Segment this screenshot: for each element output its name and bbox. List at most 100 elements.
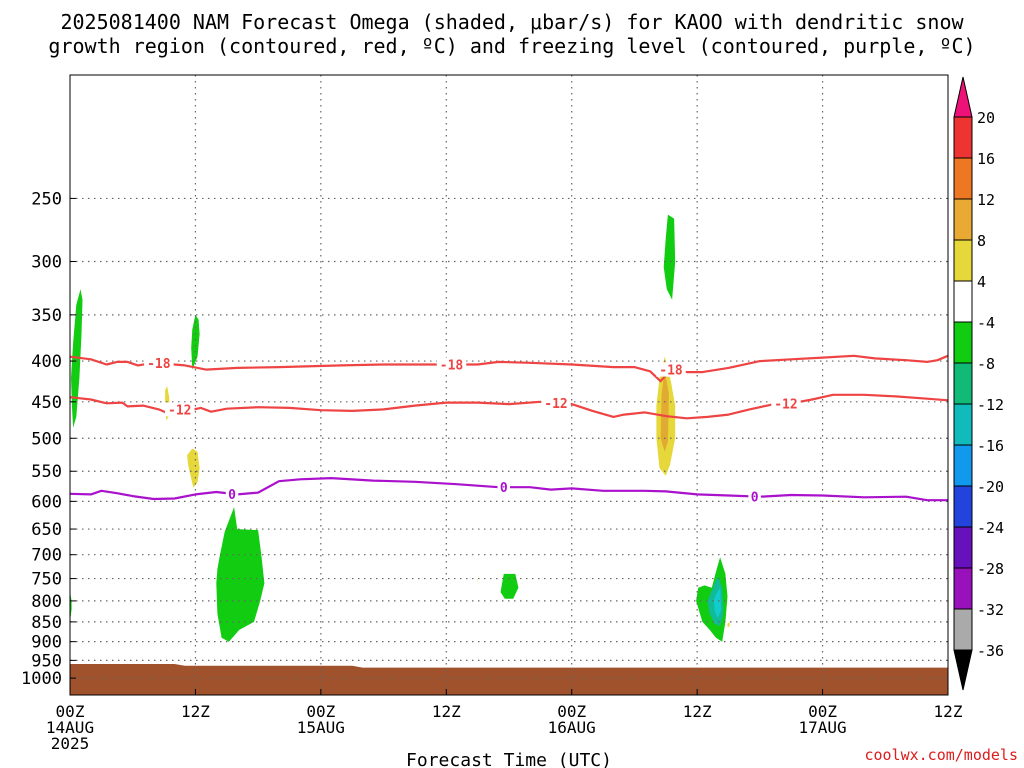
colorbar-box — [953, 280, 973, 323]
x-tick-label: 16AUG — [548, 718, 596, 737]
contour-line--12 — [70, 393, 948, 420]
contour-label-bg — [656, 362, 686, 377]
y-tick-label: 600 — [31, 492, 62, 512]
omega-region-yellow — [727, 621, 730, 627]
y-tick-label: 450 — [31, 393, 62, 413]
x-tick-label: 00Z — [56, 702, 85, 721]
y-tick-label: 550 — [31, 462, 62, 482]
contour-line--18 — [70, 354, 948, 383]
colorbar-label: 16 — [977, 150, 995, 168]
colorbar-label: -32 — [977, 601, 1004, 619]
y-tick-label: 400 — [31, 352, 62, 372]
contour-label--18: -18 — [659, 364, 683, 379]
colorbar-box — [953, 157, 973, 200]
contour-label--12: -12 — [168, 403, 191, 418]
contour-label-bg — [165, 402, 195, 417]
colorbar-top-arrow — [953, 76, 973, 118]
omega-region-cyan — [713, 587, 722, 618]
temperature-contours: -18 -18 -18 -12 -12 -12 0 0 0 — [70, 354, 948, 506]
omega-region-green — [70, 594, 72, 618]
x-tick-label: 2025 — [51, 734, 90, 753]
omega-region-green — [500, 573, 519, 599]
omega-colorbar: 20 16 12 8 4 -4 -8 -12 -16 -20 -24 -28 -32 -36 — [953, 76, 1004, 691]
omega-region-green — [663, 214, 676, 300]
colorbar-box — [953, 444, 973, 487]
x-tick-label: 17AUG — [798, 718, 846, 737]
y-tick-label: 850 — [31, 613, 62, 633]
grid-lines — [70, 75, 948, 695]
source-credit: coolwx.com/models — [864, 746, 1018, 764]
colorbar-label: -24 — [977, 519, 1004, 537]
contour-label-bg — [144, 356, 174, 371]
colorbar-box — [953, 362, 973, 405]
y-tick-label: 650 — [31, 520, 62, 540]
contour-label-bg — [225, 486, 239, 501]
colorbar-box — [953, 321, 973, 364]
y-tick-label: 1000 — [21, 669, 62, 689]
y-tick-label: 900 — [31, 633, 62, 653]
colorbar-label: -12 — [977, 396, 1004, 414]
contour-label-bg — [748, 489, 761, 504]
omega-shading — [70, 214, 730, 642]
colorbar-box — [953, 198, 973, 241]
colorbar-label: -20 — [977, 478, 1004, 496]
y-tick-label: 250 — [31, 189, 62, 209]
colorbar-box — [953, 526, 973, 569]
x-tick-label: 00Z — [306, 702, 335, 721]
colorbar-label: -36 — [977, 642, 1004, 660]
x-axis-label: Forecast Time (UTC) — [406, 750, 612, 768]
plot-frame — [69, 74, 949, 696]
omega-region-green — [216, 507, 265, 642]
contour-label-0: 0 — [751, 491, 759, 506]
colorbar-label: 20 — [977, 109, 995, 127]
contour-line-0 — [70, 477, 948, 502]
y-tick-label: 700 — [31, 546, 62, 566]
contour-label-0: 0 — [500, 481, 508, 496]
colorbar-box — [953, 567, 973, 610]
omega-region-yellow — [476, 573, 480, 585]
contour-label--12: -12 — [774, 398, 797, 413]
colorbar-box — [953, 116, 973, 159]
x-tick-label: 12Z — [934, 702, 963, 721]
colorbar-bottom-arrow — [953, 649, 973, 691]
colorbar-label: -4 — [977, 314, 995, 332]
y-tick-label: 950 — [31, 651, 62, 671]
colorbar-label: -8 — [977, 355, 995, 373]
y-tick-label: 350 — [31, 306, 62, 326]
contour-label-0: 0 — [228, 488, 236, 503]
contour-label-bg — [541, 395, 571, 410]
x-tick-label: 15AUG — [297, 718, 345, 737]
x-tick-label: 00Z — [808, 702, 837, 721]
surface-terrain — [70, 664, 948, 695]
y-tick-label: 300 — [31, 253, 62, 273]
x-tick-label: 12Z — [181, 702, 210, 721]
x-tick-label: 00Z — [557, 702, 586, 721]
chart-title-line-1: 2025081400 NAM Forecast Omega (shaded, μ… — [60, 10, 964, 34]
x-tick-label: 12Z — [432, 702, 461, 721]
contour-label-bg — [497, 480, 511, 495]
contour-label--12: -12 — [544, 397, 567, 412]
contour-label--18: -18 — [440, 358, 464, 373]
x-tick-label: 14AUG — [46, 718, 94, 737]
y-tick-label: 750 — [31, 570, 62, 590]
colorbar-label: 8 — [977, 232, 986, 250]
colorbar-box — [953, 403, 973, 446]
surface-ground — [70, 664, 948, 695]
colorbar-label: -28 — [977, 560, 1004, 578]
colorbar-box — [953, 485, 973, 528]
omega-region-orange — [660, 369, 669, 452]
contour-label--18: -18 — [147, 357, 171, 372]
colorbar-box — [953, 608, 973, 651]
colorbar-label: 4 — [977, 273, 986, 291]
colorbar-label: -16 — [977, 437, 1004, 455]
chart-title-line-2: growth region (contoured, red, ºC) and f… — [48, 34, 976, 58]
colorbar-box — [953, 239, 973, 282]
omega-region-yellow — [187, 448, 200, 488]
pressure-axis: 2503003504004505005506006507007508008509… — [21, 189, 76, 689]
x-tick-label: 12Z — [683, 702, 712, 721]
contour-label-bg — [771, 396, 801, 411]
y-tick-label: 800 — [31, 592, 62, 612]
colorbar-label: 12 — [977, 191, 995, 209]
